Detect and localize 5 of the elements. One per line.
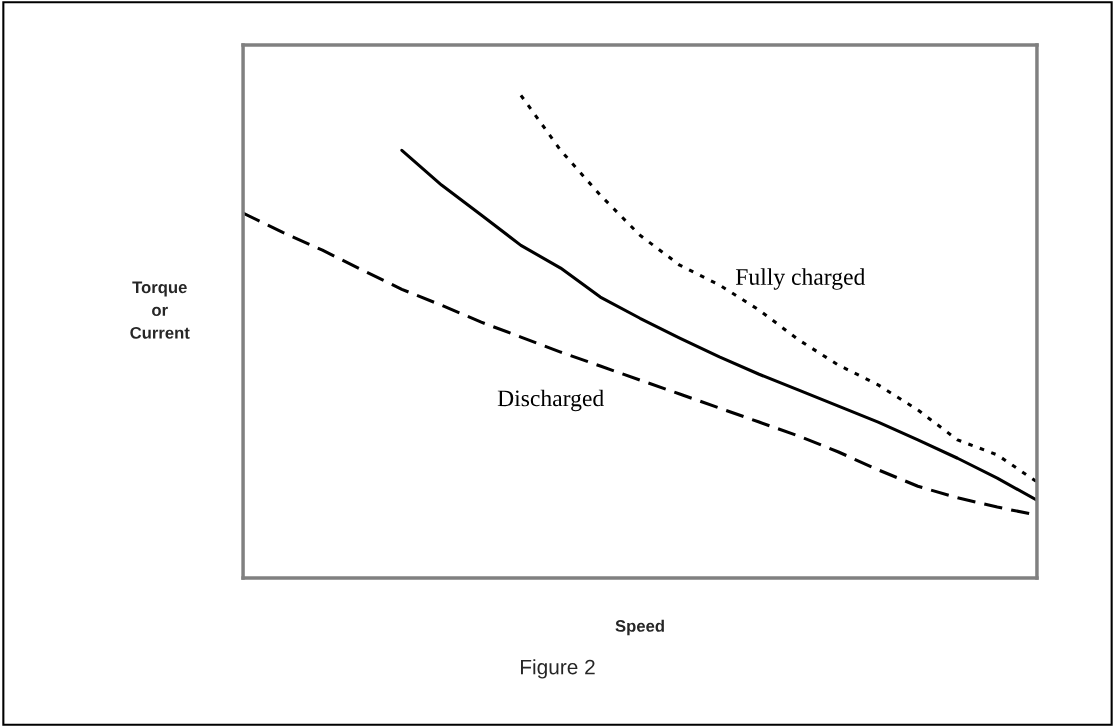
- series-label: Fully charged: [735, 268, 866, 290]
- series-label: Discharged: [497, 389, 604, 412]
- x-axis-title: Speed: [615, 619, 664, 636]
- y-axis-title: Torque or Current: [130, 281, 190, 339]
- caption: Figure 2: [521, 659, 595, 679]
